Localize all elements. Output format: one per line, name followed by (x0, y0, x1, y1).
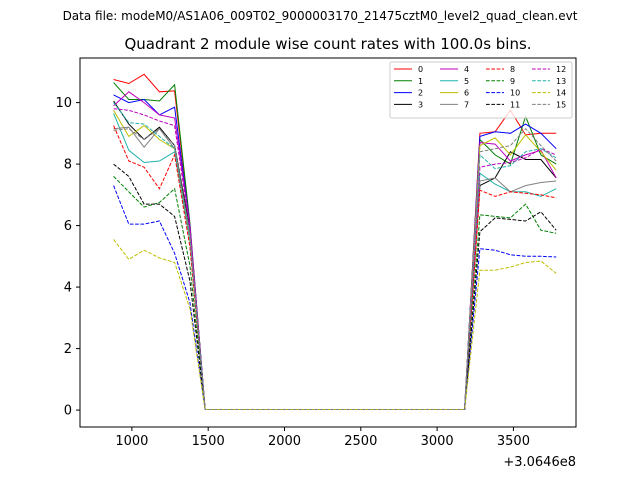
x-tick-label: 3500 (497, 434, 530, 449)
legend-label-10: 10 (510, 89, 520, 98)
chart-suptitle: Data file: modeM0/AS1A06_009T02_90000031… (63, 9, 578, 23)
legend-label-11: 11 (510, 100, 520, 109)
legend-label-15: 15 (556, 100, 566, 109)
legend-label-6: 6 (464, 89, 469, 98)
legend-label-0: 0 (418, 65, 423, 74)
legend-label-7: 7 (464, 100, 469, 109)
legend-label-9: 9 (510, 77, 515, 86)
y-axis: 0 2 4 6 8 10 (55, 96, 80, 419)
y-tick-label: 8 (64, 158, 72, 173)
legend-label-5: 5 (464, 77, 469, 86)
y-tick-label: 6 (64, 219, 72, 234)
legend-label-1: 1 (418, 77, 423, 86)
legend-label-3: 3 (418, 100, 423, 109)
x-axis: 1000 1500 2000 2500 3000 3500 (115, 427, 530, 449)
series-line-15 (113, 127, 557, 410)
legend-label-2: 2 (418, 89, 423, 98)
legend-label-14: 14 (556, 89, 566, 98)
legend-box (389, 61, 573, 119)
legend-label-13: 13 (556, 77, 566, 86)
chart-title: Quadrant 2 module wise count rates with … (124, 35, 531, 53)
x-tick-label: 3000 (421, 434, 454, 449)
y-tick-label: 0 (64, 404, 72, 419)
legend-label-8: 8 (510, 65, 515, 74)
legend-label-4: 4 (464, 65, 469, 74)
x-tick-label: 1500 (192, 434, 225, 449)
y-tick-label: 4 (64, 281, 72, 296)
plot-area (113, 73, 557, 410)
x-offset-label: +3.0646e8 (503, 455, 576, 470)
x-tick-label: 2000 (268, 434, 301, 449)
series-line-14 (113, 239, 557, 410)
legend-label-12: 12 (556, 65, 566, 74)
y-tick-label: 2 (64, 342, 72, 357)
series-line-10 (113, 185, 557, 410)
x-tick-label: 2500 (344, 434, 377, 449)
axes-frame (79, 57, 577, 428)
x-tick-label: 1000 (115, 434, 148, 449)
y-tick-label: 10 (55, 96, 72, 111)
